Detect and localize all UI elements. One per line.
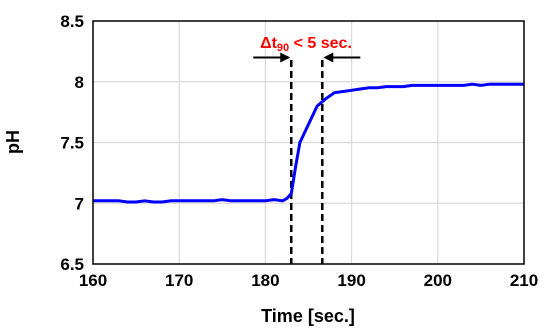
y-tick-label: 8	[75, 73, 84, 92]
x-tick-label: 200	[424, 271, 452, 290]
y-tick-labels: 6.5 7 7.5 8 8.5	[60, 12, 84, 274]
y-tick-label: 8.5	[60, 12, 84, 31]
x-tick-label: 160	[79, 271, 107, 290]
right-arrow-head	[323, 52, 334, 63]
annotation-arrows	[253, 52, 361, 63]
x-tick-labels: 160 170 180 190 200 210	[79, 271, 538, 290]
x-tick-label: 210	[510, 271, 538, 290]
x-tick-label: 190	[337, 271, 365, 290]
y-tick-label: 7	[75, 194, 84, 213]
y-axis-title: pH	[3, 130, 23, 154]
delta-t-annotation: Δt90 < 5 sec.	[260, 35, 352, 54]
x-axis-title: Time [sec.]	[261, 306, 355, 326]
y-tick-label: 6.5	[60, 255, 84, 274]
x-tick-label: 170	[165, 271, 193, 290]
delta-t-subscript: 90	[277, 42, 289, 54]
delta-t-condition: < 5 sec.	[289, 35, 352, 52]
delta-t-label: Δt	[260, 35, 278, 52]
grid	[93, 21, 524, 264]
x-tick-label: 180	[251, 271, 279, 290]
left-arrow-head	[280, 52, 291, 63]
plot-border	[92, 20, 525, 265]
series-line	[93, 82, 524, 204]
marker-lines	[290, 60, 324, 264]
y-tick-label: 7.5	[60, 134, 84, 153]
